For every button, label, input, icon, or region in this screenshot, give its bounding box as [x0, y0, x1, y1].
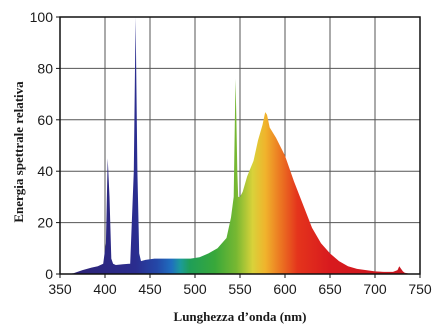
- x-tick-label: 600: [273, 281, 297, 297]
- x-axis-ticks: 350 400 450 500 550 600 650 700 750: [48, 274, 432, 297]
- grid-lines: [60, 17, 420, 274]
- y-tick-label: 60: [37, 112, 53, 128]
- y-tick-label: 80: [37, 60, 53, 76]
- y-tick-label: 40: [37, 163, 53, 179]
- x-tick-label: 400: [93, 281, 117, 297]
- x-tick-label: 350: [48, 281, 72, 297]
- spectrum-area: [67, 17, 411, 274]
- x-tick-label: 500: [183, 281, 207, 297]
- y-tick-label: 100: [30, 9, 54, 25]
- x-tick-label: 650: [318, 281, 342, 297]
- y-tick-label: 20: [37, 215, 53, 231]
- x-tick-label: 750: [408, 281, 432, 297]
- x-tick-label: 550: [228, 281, 252, 297]
- x-tick-label: 450: [138, 281, 162, 297]
- y-axis-title: Energia spettrale relativa: [11, 81, 26, 223]
- x-axis-title: Lunghezza d’onda (nm): [174, 309, 307, 324]
- y-tick-label: 0: [45, 266, 53, 282]
- y-axis-ticks: 0 20 40 60 80 100: [30, 9, 60, 282]
- x-tick-label: 700: [363, 281, 387, 297]
